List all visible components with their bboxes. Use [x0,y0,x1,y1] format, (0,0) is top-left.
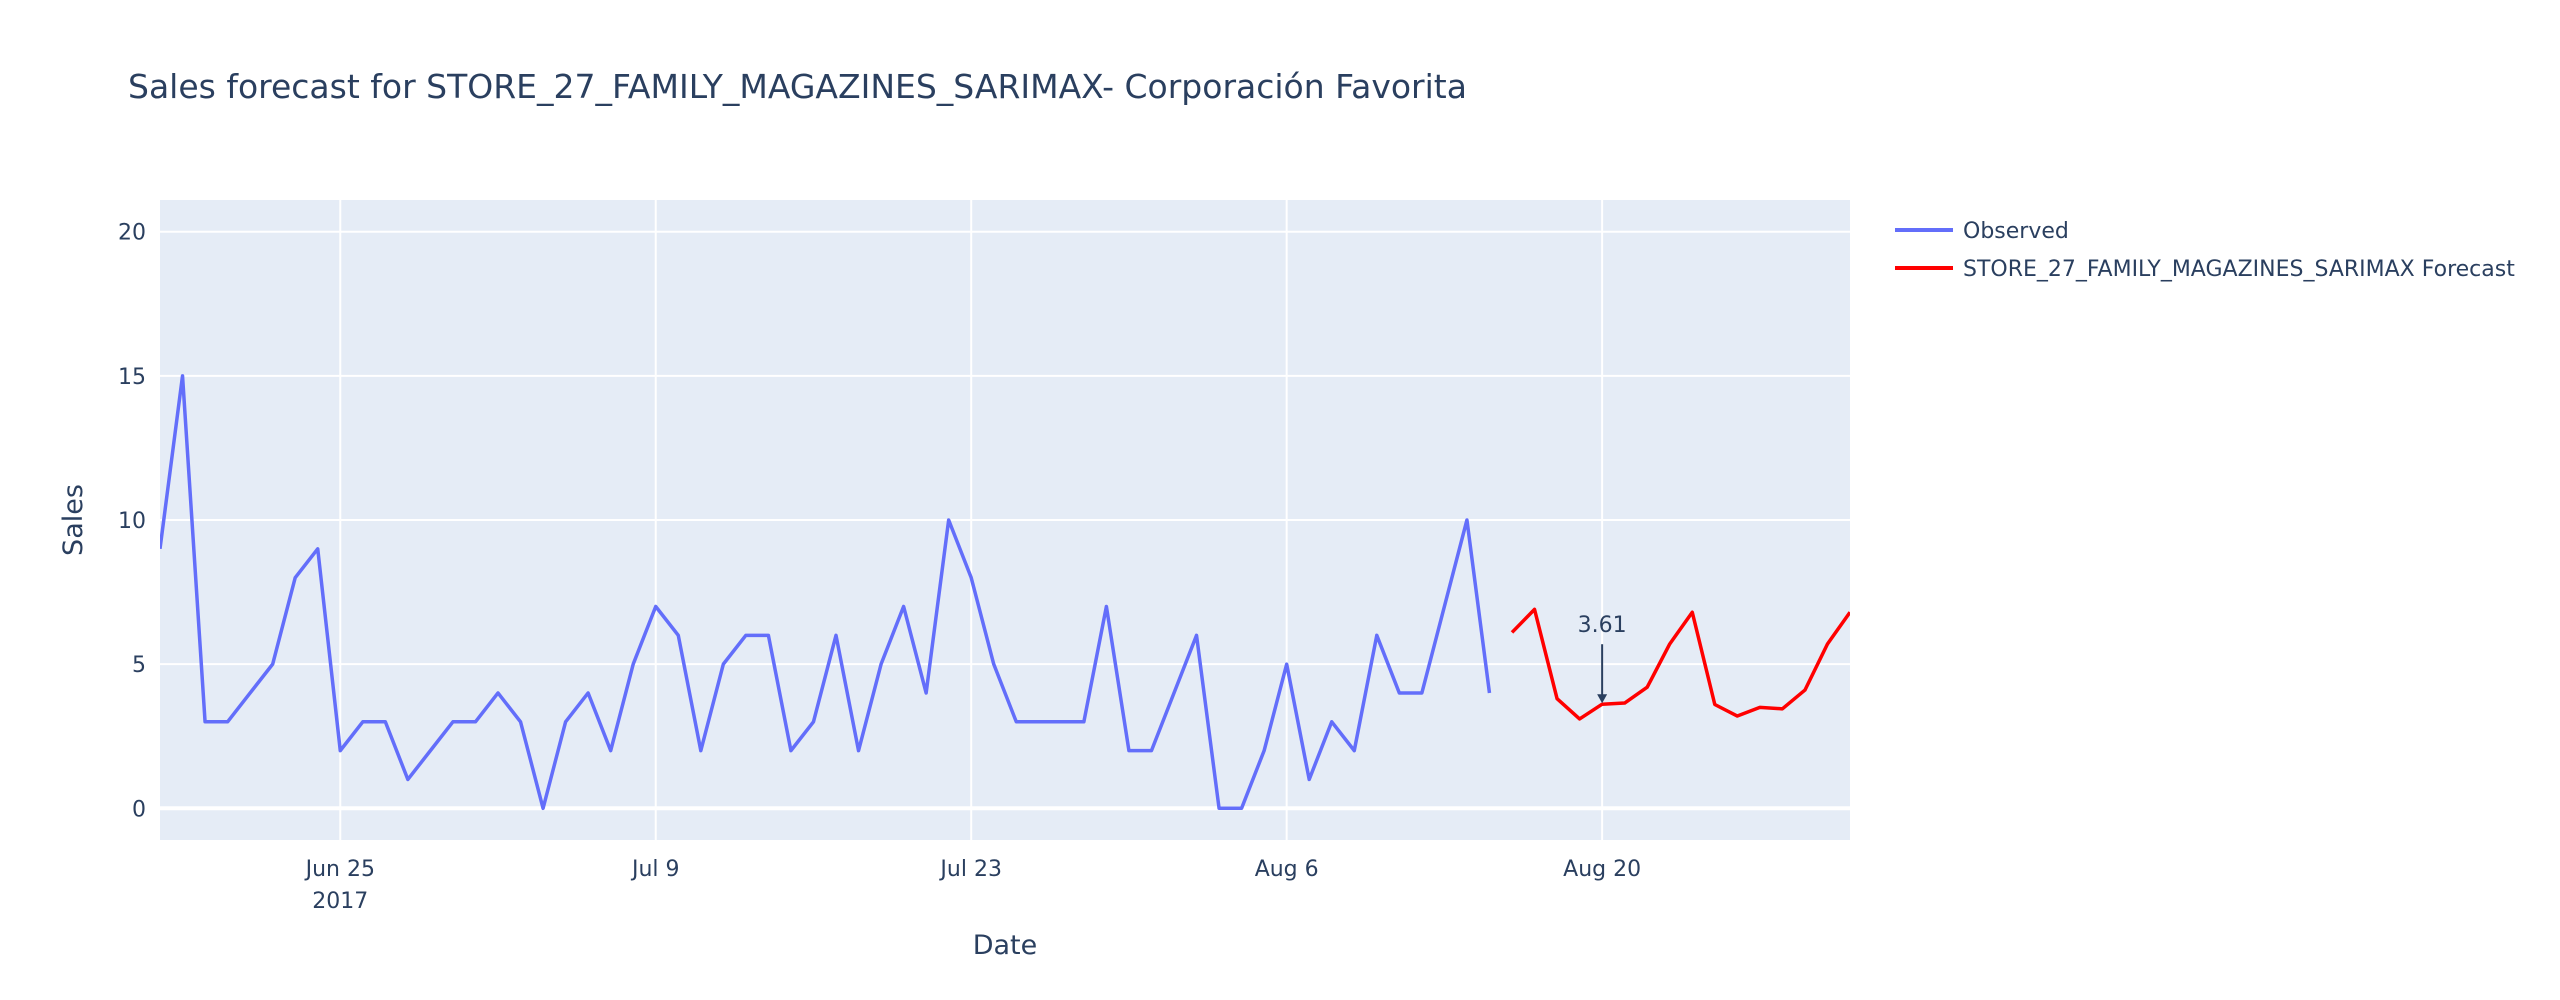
x-tick-label: Jul 23 [938,857,1002,882]
y-axis-title: Sales [58,484,89,556]
y-tick-label: 15 [118,365,146,390]
series-layer [160,374,1850,811]
x-tick-label: Aug 20 [1563,857,1641,882]
x-tick-sublabel: 2017 [312,889,368,914]
y-tick-label: 10 [118,509,146,534]
x-tick-label: Aug 6 [1255,857,1319,882]
x-tick-label: Jul 9 [630,857,680,882]
series-line-1 [1510,607,1850,721]
annotation-arrow-head [1597,694,1608,704]
y-tick-label: 20 [118,221,146,246]
x-tick-label: Jun 25 [304,857,375,882]
y-tick-label: 5 [132,653,146,678]
y-tick-label: 0 [132,797,146,822]
legend[interactable]: Observed STORE_27_FAMILY_MAGAZINES_SARIMA… [1895,219,2515,282]
x-axis-ticks: Jun 25 2017 Jul 9 Jul 23 Aug 6 Aug 20 [304,857,1642,914]
chart-title: Sales forecast for STORE_27_FAMILY_MAGAZ… [128,67,1467,106]
legend-item-label: Observed [1963,219,2069,244]
legend-item-label: STORE_27_FAMILY_MAGAZINES_SARIMAX Foreca… [1963,257,2515,282]
series-line-0 [160,374,1492,811]
y-axis-ticks: 0 5 10 15 20 [118,221,146,823]
grid-lines [160,200,1850,840]
annotation-label: 3.61 [1578,613,1627,638]
annotations: 3.61 [1578,613,1627,704]
x-axis-title: Date [973,930,1038,961]
